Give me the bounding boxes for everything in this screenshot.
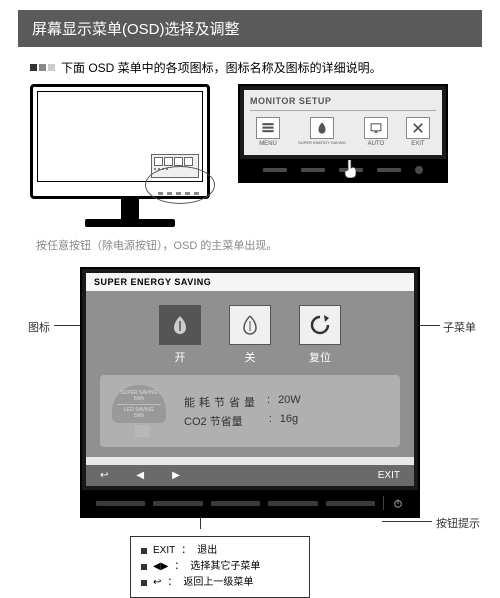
nav-back-icon[interactable]: ↩ (100, 470, 108, 481)
monitor-buttons (158, 192, 199, 195)
nav-left-icon[interactable]: ◀ (136, 470, 144, 481)
hw-button[interactable] (96, 501, 145, 506)
hw-button[interactable] (211, 501, 260, 506)
section-monitor: MONITOR SETUP MENU SUPER ENERGY SAVING A… (30, 84, 470, 227)
osd-title: SUPER ENERGY SAVING (86, 273, 414, 291)
intro-row: 下面 OSD 菜单中的各项图标，图标名称及图标的详细说明。 (30, 59, 470, 76)
zoom-icons: MENU SUPER ENERGY SAVING AUTO EXIT (250, 115, 436, 149)
bullet-light (48, 64, 55, 71)
nav-exit[interactable]: EXIT (378, 470, 400, 481)
exit-icon: EXIT (406, 117, 430, 147)
super-energy-icon: SUPER ENERGY SAVING (298, 117, 346, 147)
auto-icon: AUTO (364, 117, 388, 147)
monitor-illustration (30, 84, 230, 227)
anno-icon: 图标 (28, 319, 50, 335)
anno-hint: 按钮提示 (436, 515, 480, 531)
legend-row: EXIT：退出 (141, 543, 299, 559)
zoom-buttons (240, 159, 446, 181)
stats-row: 能耗节省量:20W (184, 394, 388, 410)
finger-icon (343, 160, 359, 183)
savings-badge: SUPER SAVING5Wh LED SAVING5Wh (112, 385, 172, 437)
hw-button[interactable] (153, 501, 202, 506)
hw-button[interactable] (326, 501, 375, 506)
header-title: 屏幕显示菜单(OSD)选择及调整 (32, 21, 240, 38)
zoom-title: MONITOR SETUP (250, 96, 436, 106)
off-icon[interactable]: 关 (229, 305, 271, 365)
monitor-base (85, 219, 175, 227)
anno-submenu: 子菜单 (443, 319, 476, 335)
osd-nav: ↩ ◀ ▶ EXIT (86, 465, 414, 486)
monitor-frame (30, 84, 210, 199)
bullet-mid (39, 64, 46, 71)
legend-box: EXIT：退出 ◀▶：选择其它子菜单 ↩：返回上一级菜单 (130, 536, 310, 598)
stats-row: CO2 节省量:16g (184, 413, 388, 429)
monitor-screen (37, 91, 203, 182)
menu-icon: MENU (256, 117, 280, 147)
reset-icon[interactable]: 复位 (299, 305, 341, 365)
monitor-stand (121, 199, 139, 219)
power-icon[interactable] (392, 497, 404, 509)
legend-row: ↩：返回上一级菜单 (141, 575, 299, 591)
osd-panel: SUPER ENERGY SAVING 开 关 复位 (80, 267, 420, 518)
hw-button[interactable] (268, 501, 317, 506)
hardware-buttons (82, 490, 418, 516)
section-osd: 图标 子菜单 按钮提示 SUPER ENERGY SAVING 开 关 (30, 267, 470, 598)
zoom-panel: MONITOR SETUP MENU SUPER ENERGY SAVING A… (238, 84, 448, 183)
intro-text: 下面 OSD 菜单中的各项图标，图标名称及图标的详细说明。 (61, 59, 382, 76)
legend-row: ◀▶：选择其它子菜单 (141, 559, 299, 575)
osd-stats: SUPER SAVING5Wh LED SAVING5Wh 能耗节省量:20W … (100, 375, 400, 447)
page-header: 屏幕显示菜单(OSD)选择及调整 (18, 10, 482, 47)
nav-right-icon[interactable]: ▶ (172, 470, 180, 481)
bullet-dark (30, 64, 37, 71)
on-icon[interactable]: 开 (159, 305, 201, 365)
mini-osd (151, 154, 199, 178)
caption: 按任意按钮（除电源按钮），OSD 的主菜单出现。 (36, 237, 470, 253)
